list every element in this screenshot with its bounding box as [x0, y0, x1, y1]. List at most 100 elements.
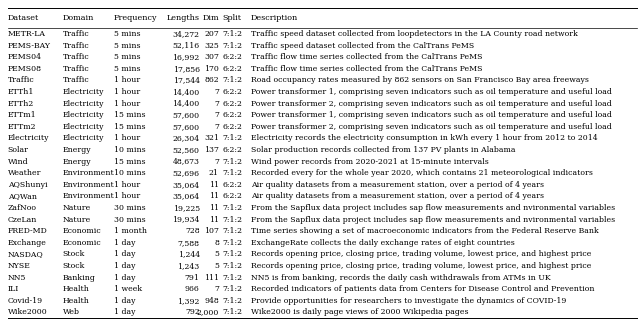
- Text: Recorded every for the whole year 2020, which contains 21 meteorological indicat: Recorded every for the whole year 2020, …: [251, 169, 593, 177]
- Text: 6:2:2: 6:2:2: [223, 123, 243, 131]
- Text: 7: 7: [214, 111, 219, 119]
- Text: Stock: Stock: [63, 262, 85, 270]
- Text: 26,304: 26,304: [173, 134, 200, 142]
- Text: Wind power records from 2020-2021 at 15-minute intervals: Wind power records from 2020-2021 at 15-…: [251, 157, 488, 166]
- Text: 48,673: 48,673: [173, 157, 200, 166]
- Text: PEMS04: PEMS04: [8, 53, 42, 61]
- Text: Weather: Weather: [8, 169, 41, 177]
- Text: 1 month: 1 month: [114, 227, 147, 235]
- Text: Electricity: Electricity: [63, 99, 104, 108]
- Text: 5 mins: 5 mins: [114, 53, 140, 61]
- Text: 862: 862: [204, 76, 219, 84]
- Text: Lengths: Lengths: [166, 14, 200, 22]
- Text: Energy: Energy: [63, 146, 92, 154]
- Text: Road occupancy rates measured by 862 sensors on San Francisco Bay area freeways: Road occupancy rates measured by 862 sen…: [251, 76, 589, 84]
- Text: 7: 7: [214, 99, 219, 108]
- Text: 1,244: 1,244: [177, 250, 200, 258]
- Text: 30 mins: 30 mins: [114, 215, 145, 224]
- Text: 57,600: 57,600: [173, 111, 200, 119]
- Text: 11: 11: [209, 192, 219, 200]
- Text: 2,000: 2,000: [196, 308, 219, 316]
- Text: Electricity records the electricity consumption in kWh every 1 hour from 2012 to: Electricity records the electricity cons…: [251, 134, 598, 142]
- Text: Records opening price, closing price, trading volume, lowest price, and highest : Records opening price, closing price, tr…: [251, 250, 591, 258]
- Text: Traffic: Traffic: [63, 53, 90, 61]
- Text: Environment: Environment: [63, 192, 115, 200]
- Text: 1 day: 1 day: [114, 250, 136, 258]
- Text: 325: 325: [204, 41, 219, 50]
- Text: Health: Health: [63, 285, 90, 293]
- Text: 15 mins: 15 mins: [114, 123, 145, 131]
- Text: Traffic speed dataset collected from loopdetectors in the LA County road network: Traffic speed dataset collected from loo…: [251, 30, 578, 38]
- Text: 19,934: 19,934: [172, 215, 200, 224]
- Text: Electricity: Electricity: [8, 134, 49, 142]
- Text: Electricity: Electricity: [63, 134, 104, 142]
- Text: 1,392: 1,392: [177, 297, 200, 305]
- Text: ZafNoo: ZafNoo: [8, 204, 36, 212]
- Text: Provide opportunities for researchers to investigate the dynamics of COVID-19: Provide opportunities for researchers to…: [251, 297, 566, 305]
- Text: NASDAQ: NASDAQ: [8, 250, 44, 258]
- Text: 11: 11: [209, 215, 219, 224]
- Text: METR-LA: METR-LA: [8, 30, 45, 38]
- Text: Covid-19: Covid-19: [8, 297, 43, 305]
- Text: 791: 791: [185, 273, 200, 282]
- Text: From the Sapflux data project includes sap flow measurements and nvironmental va: From the Sapflux data project includes s…: [251, 215, 615, 224]
- Text: 35,064: 35,064: [173, 181, 200, 189]
- Text: ETTh2: ETTh2: [8, 99, 34, 108]
- Text: 6:2:2: 6:2:2: [223, 181, 243, 189]
- Text: 14,400: 14,400: [172, 88, 200, 96]
- Text: 11: 11: [209, 204, 219, 212]
- Text: Traffic flow time series collected from the CalTrans PeMS: Traffic flow time series collected from …: [251, 53, 483, 61]
- Text: 15 mins: 15 mins: [114, 111, 145, 119]
- Text: 7:1:2: 7:1:2: [223, 262, 243, 270]
- Text: 170: 170: [204, 65, 219, 73]
- Text: 14,400: 14,400: [172, 99, 200, 108]
- Text: 7:1:2: 7:1:2: [223, 41, 243, 50]
- Text: Traffic: Traffic: [63, 65, 90, 73]
- Text: Traffic: Traffic: [63, 41, 90, 50]
- Text: 1,243: 1,243: [177, 262, 200, 270]
- Text: PEMS-BAY: PEMS-BAY: [8, 41, 51, 50]
- Text: 30 mins: 30 mins: [114, 204, 145, 212]
- Text: ETTm1: ETTm1: [8, 111, 36, 119]
- Text: 207: 207: [204, 30, 219, 38]
- Text: Environment: Environment: [63, 181, 115, 189]
- Text: CzeLan: CzeLan: [8, 215, 37, 224]
- Text: AQShunyi: AQShunyi: [8, 181, 47, 189]
- Text: 137: 137: [204, 146, 219, 154]
- Text: 1 day: 1 day: [114, 308, 136, 316]
- Text: ETTh1: ETTh1: [8, 88, 34, 96]
- Text: 6:2:2: 6:2:2: [223, 146, 243, 154]
- Text: 307: 307: [204, 53, 219, 61]
- Text: 111: 111: [204, 273, 219, 282]
- Text: Dim: Dim: [202, 14, 219, 22]
- Text: From the Sapflux data project includes sap flow measurements and nvironmental va: From the Sapflux data project includes s…: [251, 204, 615, 212]
- Text: Exchange: Exchange: [8, 239, 47, 247]
- Text: NN5: NN5: [8, 273, 26, 282]
- Text: 1 day: 1 day: [114, 262, 136, 270]
- Text: Description: Description: [251, 14, 298, 22]
- Text: 1 hour: 1 hour: [114, 88, 140, 96]
- Text: Electricity: Electricity: [63, 88, 104, 96]
- Text: 1 hour: 1 hour: [114, 99, 140, 108]
- Text: ExchangeRate collects the daily exchange rates of eight countries: ExchangeRate collects the daily exchange…: [251, 239, 515, 247]
- Text: Power transformer 2, comprising seven indicators such as oil temperature and use: Power transformer 2, comprising seven in…: [251, 99, 612, 108]
- Text: 7:1:2: 7:1:2: [223, 169, 243, 177]
- Text: Air quality datasets from a measurement station, over a period of 4 years: Air quality datasets from a measurement …: [251, 181, 544, 189]
- Text: 52,116: 52,116: [173, 41, 200, 50]
- Text: 52,696: 52,696: [173, 169, 200, 177]
- Text: ETTm2: ETTm2: [8, 123, 36, 131]
- Text: 966: 966: [185, 285, 200, 293]
- Text: Traffic: Traffic: [63, 30, 90, 38]
- Text: 8: 8: [214, 239, 219, 247]
- Text: Traffic: Traffic: [8, 76, 35, 84]
- Text: Nature: Nature: [63, 204, 91, 212]
- Text: Traffic speed dataset collected from the CalTrans PeMS: Traffic speed dataset collected from the…: [251, 41, 474, 50]
- Text: 7: 7: [214, 157, 219, 166]
- Text: 321: 321: [204, 134, 219, 142]
- Text: 10 mins: 10 mins: [114, 146, 145, 154]
- Text: 7:1:2: 7:1:2: [223, 285, 243, 293]
- Text: 7,588: 7,588: [178, 239, 200, 247]
- Text: Domain: Domain: [63, 14, 94, 22]
- Text: 6:2:2: 6:2:2: [223, 65, 243, 73]
- Text: 21: 21: [209, 169, 219, 177]
